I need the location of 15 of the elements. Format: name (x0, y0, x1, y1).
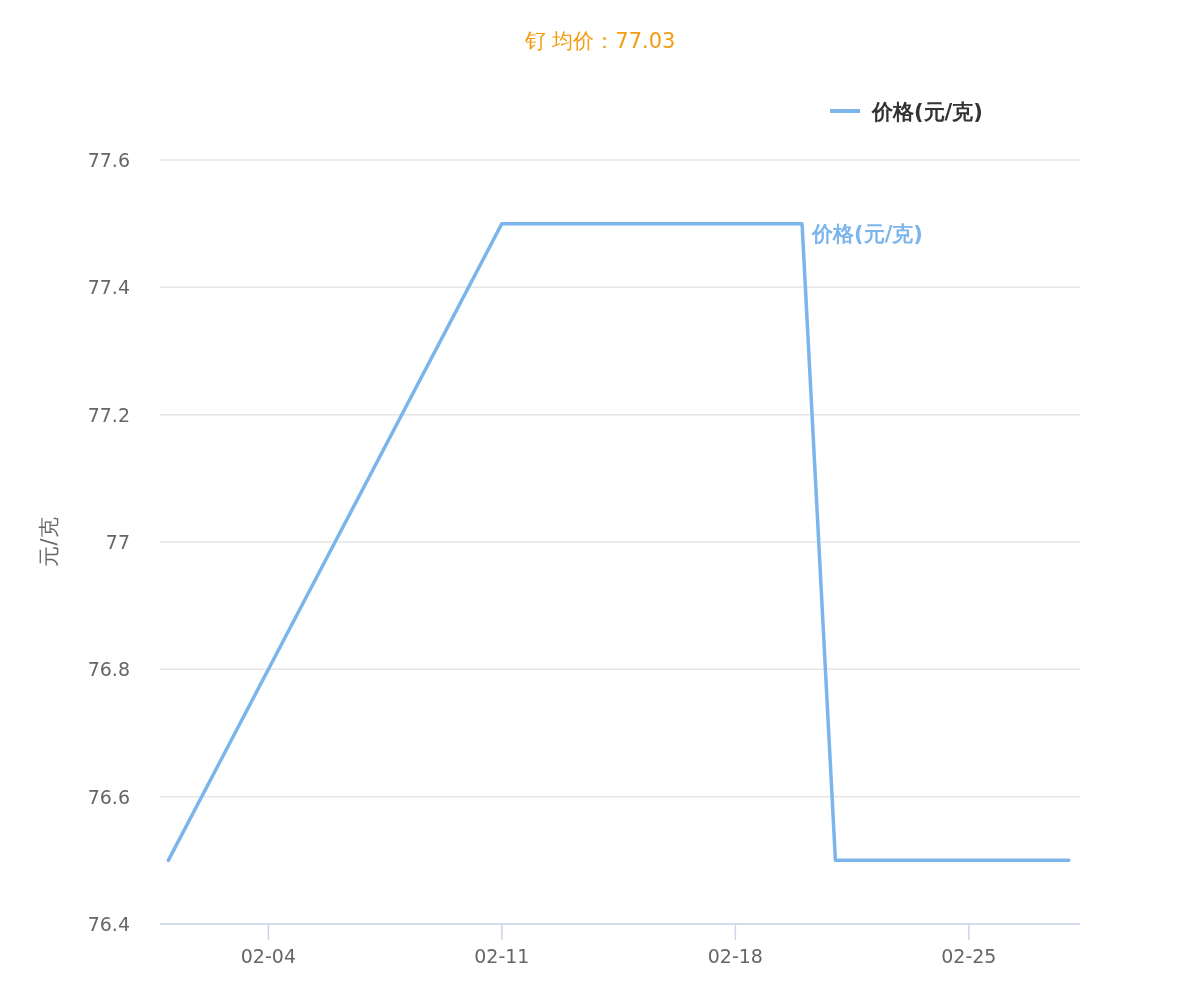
x-tick-label: 02-25 (941, 945, 997, 967)
annotation: 价格(元/克) (811, 221, 923, 246)
x-tick-label: 02-18 (707, 945, 763, 967)
y-tick-label: 76.4 (87, 913, 130, 935)
y-tick-label: 77.6 (87, 149, 130, 171)
y-tick-label: 77.4 (87, 276, 130, 299)
y-tick-label: 76.8 (87, 658, 130, 681)
y-tick-label: 76.6 (87, 785, 130, 808)
x-tick-label: 02-04 (240, 945, 297, 967)
legend-label: 价格(元/克) (871, 100, 983, 124)
y-axis-title: 元/克 (37, 517, 61, 567)
chart-title: 钌 均价：77.03 (523, 29, 676, 53)
y-tick-label: 77 (105, 531, 130, 553)
y-tick-label: 77.2 (87, 403, 130, 426)
x-tick-label: 02-11 (474, 945, 530, 967)
